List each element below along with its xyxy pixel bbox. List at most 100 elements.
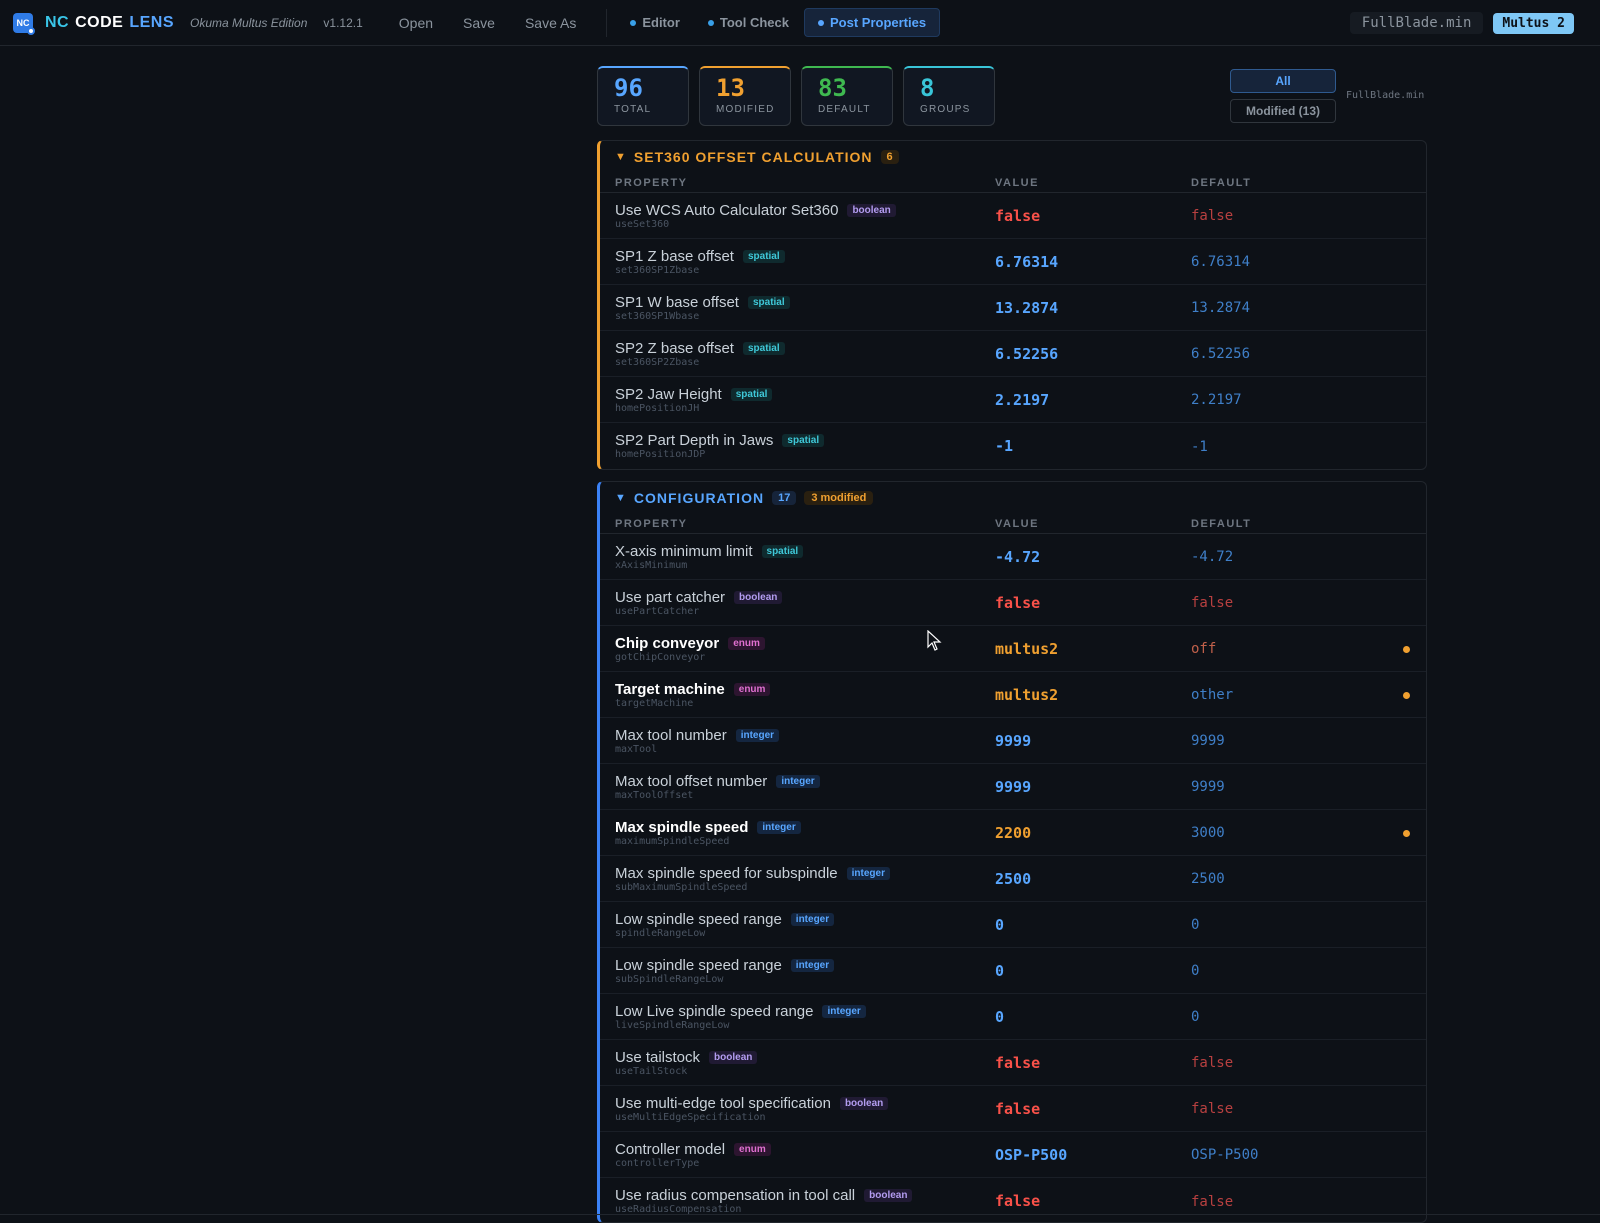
- property-row[interactable]: Max tool offset number integer maxToolOf…: [600, 764, 1426, 810]
- property-row[interactable]: Low spindle speed range integer subSpind…: [600, 948, 1426, 994]
- stat-value: 8: [920, 74, 935, 102]
- property-cell: Target machine enum targetMachine: [600, 681, 995, 709]
- group-title: SET360 OFFSET CALCULATION: [633, 149, 873, 165]
- property-value[interactable]: 2200: [995, 823, 1032, 842]
- value-cell[interactable]: OSP-P500: [995, 1146, 1191, 1164]
- property-value[interactable]: false: [995, 593, 1041, 612]
- property-value[interactable]: 0: [995, 961, 1005, 980]
- open-button[interactable]: Open: [398, 14, 434, 31]
- save-button[interactable]: Save: [463, 14, 495, 31]
- property-value[interactable]: -1: [995, 437, 1014, 455]
- value-cell[interactable]: 6.52256: [995, 345, 1191, 363]
- version-label: v1.12.1: [323, 15, 363, 30]
- app-logo-icon: NC: [13, 12, 35, 35]
- top-bar: NC NC CODE LENS Okuma Multus Edition v1.…: [0, 0, 1600, 46]
- type-badge: boolean: [734, 590, 783, 604]
- property-default: false: [1191, 1193, 1234, 1210]
- property-default: false: [1191, 1055, 1234, 1071]
- type-badge: boolean: [864, 1189, 913, 1202]
- tab-tool-check[interactable]: Tool Check: [695, 9, 802, 36]
- property-value[interactable]: false: [995, 1192, 1041, 1210]
- value-cell[interactable]: multus2: [995, 686, 1191, 704]
- value-cell[interactable]: 13.2874: [995, 299, 1191, 317]
- property-row[interactable]: SP2 Jaw Height spatial homePositionJH 2.…: [600, 377, 1426, 423]
- property-value[interactable]: false: [995, 1053, 1041, 1072]
- property-value[interactable]: 13.2874: [995, 298, 1059, 317]
- property-value[interactable]: -4.72: [995, 547, 1041, 566]
- tab-post-properties[interactable]: Post Properties: [804, 8, 941, 37]
- property-value[interactable]: 0: [995, 1007, 1005, 1026]
- property-row[interactable]: Use WCS Auto Calculator Set360 boolean u…: [600, 193, 1426, 239]
- property-row[interactable]: SP1 W base offset spatial set360SP1Wbase…: [600, 285, 1426, 331]
- value-cell[interactable]: false: [995, 594, 1191, 612]
- save-as-button[interactable]: Save As: [524, 14, 577, 31]
- property-value[interactable]: 9999: [995, 731, 1032, 750]
- filter-all-button[interactable]: All: [1230, 69, 1336, 93]
- property-default: false: [1191, 595, 1234, 611]
- value-cell[interactable]: 6.76314: [995, 253, 1191, 271]
- type-badge: spatial: [742, 341, 785, 355]
- property-value[interactable]: 2.2197: [995, 390, 1050, 409]
- property-value[interactable]: 6.52256: [995, 344, 1059, 363]
- value-cell[interactable]: multus2: [995, 640, 1191, 658]
- mouse-cursor-icon: [927, 630, 942, 651]
- property-row[interactable]: Max spindle speed for subspindle integer…: [600, 856, 1426, 902]
- property-value[interactable]: 2500: [995, 869, 1032, 888]
- property-default: 0: [1191, 963, 1200, 979]
- property-name: SP1 W base offset spatial: [615, 294, 995, 311]
- property-row[interactable]: SP2 Z base offset spatial set360SP2Zbase…: [600, 331, 1426, 377]
- value-cell[interactable]: 9999: [995, 732, 1191, 750]
- property-row[interactable]: Chip conveyor enum gotChipConveyor multu…: [600, 626, 1426, 672]
- value-cell[interactable]: 2200: [995, 824, 1191, 842]
- property-row[interactable]: Max tool number integer maxTool 9999 999…: [600, 718, 1426, 764]
- value-cell[interactable]: 2.2197: [995, 391, 1191, 409]
- caret-down-icon[interactable]: ▼: [615, 151, 626, 163]
- modified-dot-icon: [1403, 646, 1410, 653]
- property-row[interactable]: SP2 Part Depth in Jaws spatial homePosit…: [600, 423, 1426, 469]
- property-value[interactable]: multus2: [995, 639, 1059, 658]
- property-value[interactable]: false: [995, 1099, 1041, 1118]
- value-cell[interactable]: -1: [995, 437, 1191, 455]
- value-cell[interactable]: 9999: [995, 778, 1191, 796]
- property-row[interactable]: Use tailstock boolean useTailStock false…: [600, 1040, 1426, 1086]
- tab-editor[interactable]: Editor: [617, 9, 693, 36]
- property-value[interactable]: multus2: [995, 685, 1059, 704]
- value-cell[interactable]: false: [995, 207, 1191, 225]
- group-header[interactable]: ▼ SET360 OFFSET CALCULATION 6: [600, 141, 1426, 173]
- property-row[interactable]: X-axis minimum limit spatial xAxisMinimu…: [600, 534, 1426, 580]
- property-default: false: [1191, 208, 1234, 224]
- value-cell[interactable]: false: [995, 1054, 1191, 1072]
- property-row[interactable]: Max spindle speed integer maximumSpindle…: [600, 810, 1426, 856]
- type-badge: enum: [733, 682, 771, 696]
- caret-down-icon[interactable]: ▼: [615, 492, 626, 504]
- value-cell[interactable]: 0: [995, 1008, 1191, 1026]
- property-name: Max tool offset number integer: [615, 773, 995, 790]
- property-value[interactable]: 6.76314: [995, 252, 1059, 271]
- property-row[interactable]: Use part catcher boolean usePartCatcher …: [600, 580, 1426, 626]
- machine-badge[interactable]: Multus 2: [1493, 12, 1574, 34]
- value-cell[interactable]: false: [995, 1192, 1191, 1210]
- property-value[interactable]: 9999: [995, 777, 1032, 796]
- tab-label: Tool Check: [719, 15, 789, 30]
- property-row[interactable]: Use radius compensation in tool call boo…: [600, 1178, 1426, 1222]
- property-row[interactable]: Controller model enum controllerType OSP…: [600, 1132, 1426, 1178]
- value-cell[interactable]: false: [995, 1100, 1191, 1118]
- property-value[interactable]: false: [995, 206, 1041, 225]
- value-cell[interactable]: 2500: [995, 870, 1191, 888]
- value-cell[interactable]: -4.72: [995, 548, 1191, 566]
- property-value[interactable]: OSP-P500: [995, 1145, 1068, 1164]
- col-value: VALUE: [995, 176, 1039, 189]
- value-cell[interactable]: 0: [995, 962, 1191, 980]
- group-header[interactable]: ▼ CONFIGURATION 17 3 modified: [600, 482, 1426, 514]
- default-cell: 2500: [1191, 870, 1426, 887]
- property-value[interactable]: 0: [995, 915, 1005, 934]
- property-row[interactable]: Low spindle speed range integer spindleR…: [600, 902, 1426, 948]
- property-row[interactable]: Target machine enum targetMachine multus…: [600, 672, 1426, 718]
- property-name: Target machine enum: [615, 681, 995, 698]
- property-row[interactable]: SP1 Z base offset spatial set360SP1Zbase…: [600, 239, 1426, 285]
- filter-modified-button[interactable]: Modified (13): [1230, 99, 1336, 123]
- value-cell[interactable]: 0: [995, 916, 1191, 934]
- property-row[interactable]: Low Live spindle speed range integer liv…: [600, 994, 1426, 1040]
- property-label: Chip conveyor: [615, 634, 720, 652]
- property-row[interactable]: Use multi-edge tool specification boolea…: [600, 1086, 1426, 1132]
